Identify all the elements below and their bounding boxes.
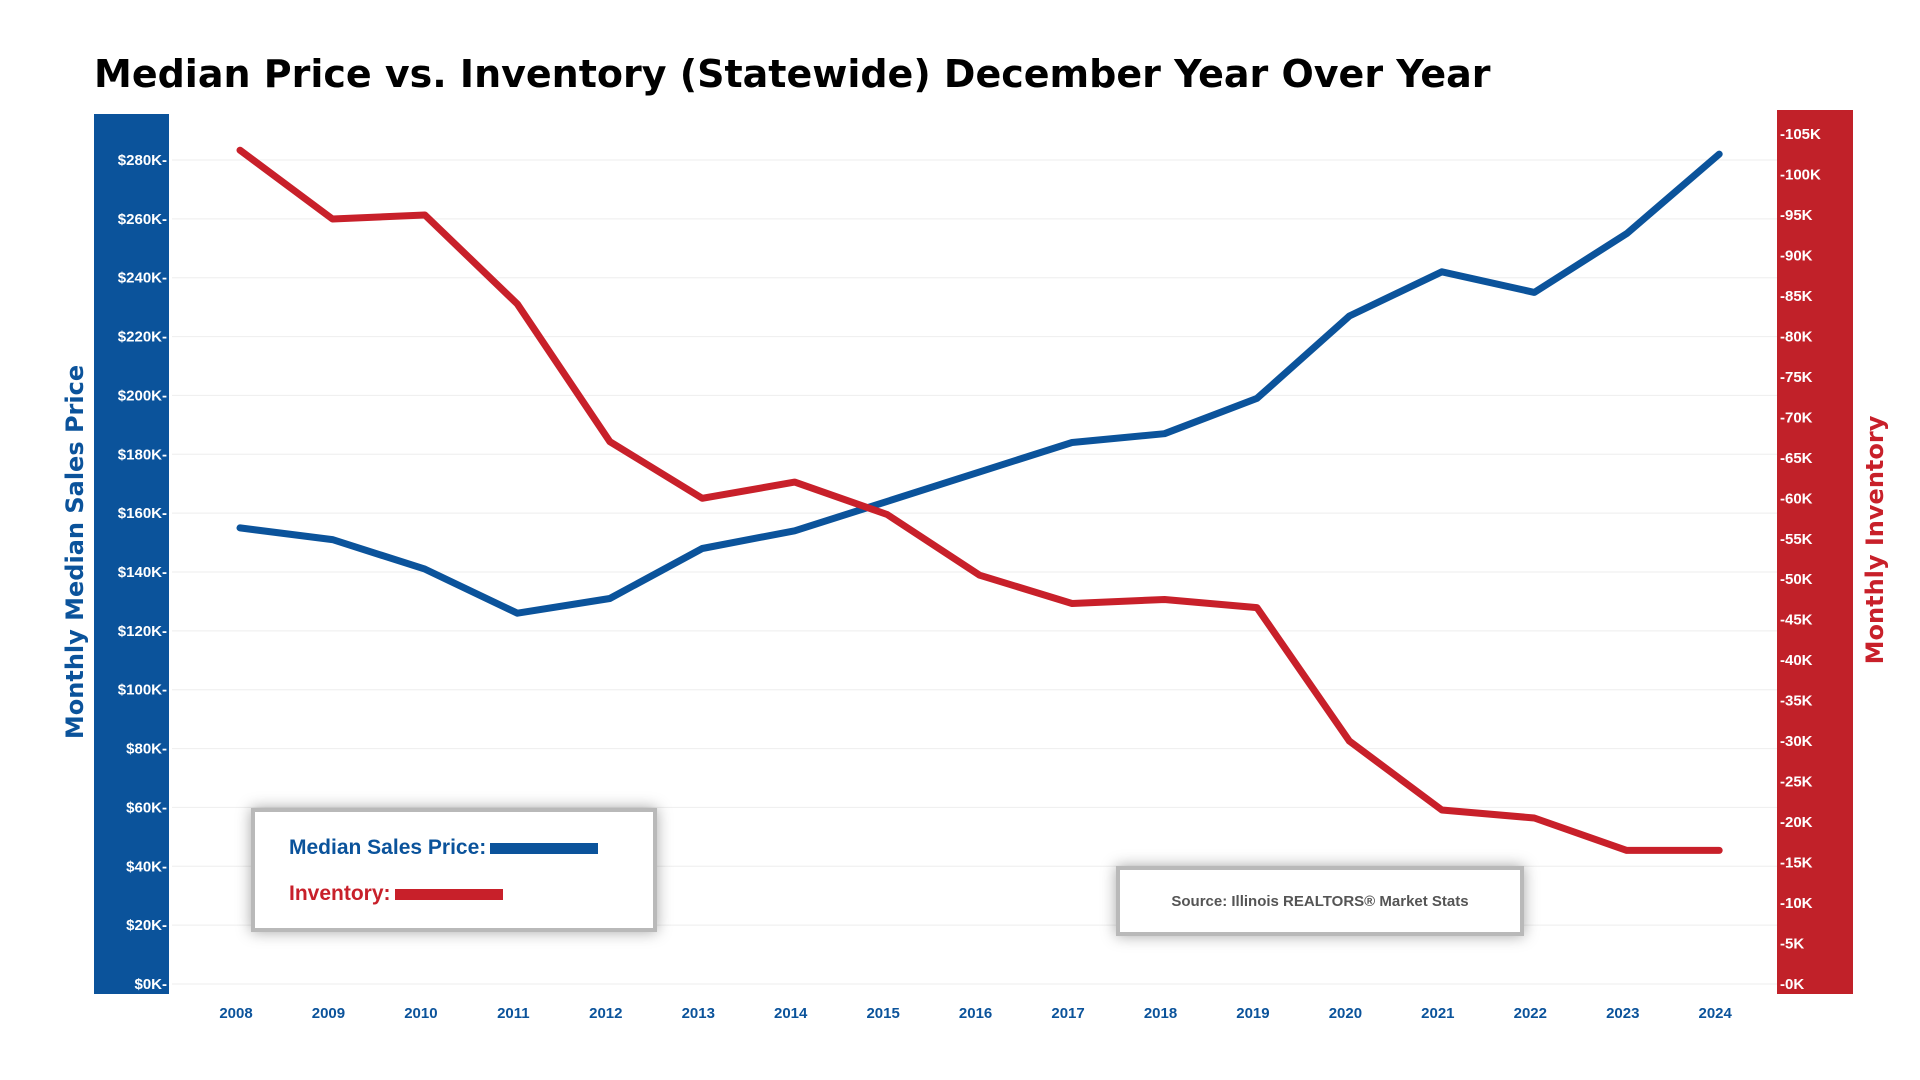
left-tick-label: $160K- xyxy=(118,505,167,522)
left-tick-label: $240K- xyxy=(118,270,167,287)
legend: Median Sales Price: Inventory: xyxy=(251,808,657,932)
x-tick-label: 2021 xyxy=(1421,1005,1454,1022)
right-tick-label: -95K xyxy=(1780,207,1813,224)
right-tick-label: -30K xyxy=(1780,733,1813,750)
left-tick-label: $80K- xyxy=(126,741,167,758)
right-tick-label: -85K xyxy=(1780,288,1813,305)
left-tick-label: $20K- xyxy=(126,917,167,934)
x-tick-label: 2017 xyxy=(1051,1005,1084,1022)
left-tick-label: $120K- xyxy=(118,623,167,640)
right-tick-label: -105K xyxy=(1780,126,1821,143)
right-tick-label: -40K xyxy=(1780,652,1813,669)
right-tick-label: -0K xyxy=(1780,976,1804,993)
chart-title: Median Price vs. Inventory (Statewide) D… xyxy=(94,52,1491,96)
x-tick-label: 2015 xyxy=(866,1005,899,1022)
x-tick-label: 2019 xyxy=(1236,1005,1269,1022)
right-tick-label: -70K xyxy=(1780,409,1813,426)
left-axis-band xyxy=(94,114,169,994)
legend-item-inventory: Inventory: xyxy=(289,882,503,906)
left-tick-label: $180K- xyxy=(118,446,167,463)
right-tick-label: -45K xyxy=(1780,612,1813,629)
price-series-line xyxy=(236,150,1723,617)
right-axis-ticks: -0K -5K -10K -15K -20K -25K -30K -35K -40K -45K -5… xyxy=(1780,126,1821,993)
right-tick-label: -50K xyxy=(1780,571,1813,588)
left-tick-label: $100K- xyxy=(118,682,167,699)
legend-label-inventory: Inventory: xyxy=(289,882,391,905)
legend-item-price: Median Sales Price: xyxy=(289,836,599,860)
right-tick-label: -20K xyxy=(1780,814,1813,831)
x-axis-ticks: 2008 2009 2010 2011 2012 2013 2014 2015 2016 2017… xyxy=(219,1005,1732,1022)
source-note: Source: Illinois REALTORS® Market Stats xyxy=(1116,866,1524,936)
x-tick-label: 2024 xyxy=(1699,1005,1733,1022)
x-tick-label: 2022 xyxy=(1514,1005,1547,1022)
right-tick-label: -75K xyxy=(1780,369,1813,386)
left-tick-label: $220K- xyxy=(118,329,167,346)
left-tick-label: $140K- xyxy=(118,564,167,581)
x-tick-label: 2013 xyxy=(682,1005,715,1022)
x-tick-label: 2016 xyxy=(959,1005,992,1022)
right-tick-label: -15K xyxy=(1780,855,1813,872)
right-tick-label: -80K xyxy=(1780,328,1813,345)
right-tick-label: -100K xyxy=(1780,166,1821,183)
left-tick-label: $60K- xyxy=(126,799,167,816)
right-tick-label: -25K xyxy=(1780,774,1813,791)
legend-swatch-inventory xyxy=(394,888,503,900)
left-tick-label: $40K- xyxy=(126,858,167,875)
series-lines xyxy=(236,146,1723,854)
right-tick-label: -10K xyxy=(1780,895,1813,912)
left-tick-label: $0K- xyxy=(134,976,167,993)
right-tick-label: -65K xyxy=(1780,450,1813,467)
x-tick-label: 2023 xyxy=(1606,1005,1639,1022)
right-tick-label: -90K xyxy=(1780,247,1813,264)
x-tick-label: 2010 xyxy=(404,1005,437,1022)
x-tick-label: 2014 xyxy=(774,1005,808,1022)
right-tick-label: -55K xyxy=(1780,531,1813,548)
x-tick-label: 2020 xyxy=(1329,1005,1362,1022)
x-tick-label: 2012 xyxy=(589,1005,622,1022)
left-tick-label: $260K- xyxy=(118,211,167,228)
legend-swatch-price xyxy=(490,842,599,854)
right-tick-label: -5K xyxy=(1780,936,1804,953)
x-tick-label: 2008 xyxy=(219,1005,252,1022)
left-axis-ticks: $0K- $20K- $40K- $60K- $80K- $100K- $120K- $140… xyxy=(118,152,167,993)
left-tick-label: $280K- xyxy=(118,152,167,169)
left-axis-title: Monthly Median Sales Price xyxy=(61,365,89,739)
right-tick-label: -60K xyxy=(1780,490,1813,507)
inventory-series-line xyxy=(236,146,1723,854)
x-tick-label: 2011 xyxy=(497,1005,530,1022)
right-axis-title: Monthly Inventory xyxy=(1861,415,1889,664)
legend-label-price: Median Sales Price: xyxy=(289,836,487,859)
source-text: Source: Illinois REALTORS® Market Stats xyxy=(1171,892,1469,910)
left-tick-label: $200K- xyxy=(118,387,167,404)
right-tick-label: -35K xyxy=(1780,693,1813,710)
right-axis-band xyxy=(1777,110,1853,994)
x-tick-label: 2018 xyxy=(1144,1005,1177,1022)
x-tick-label: 2009 xyxy=(312,1005,345,1022)
